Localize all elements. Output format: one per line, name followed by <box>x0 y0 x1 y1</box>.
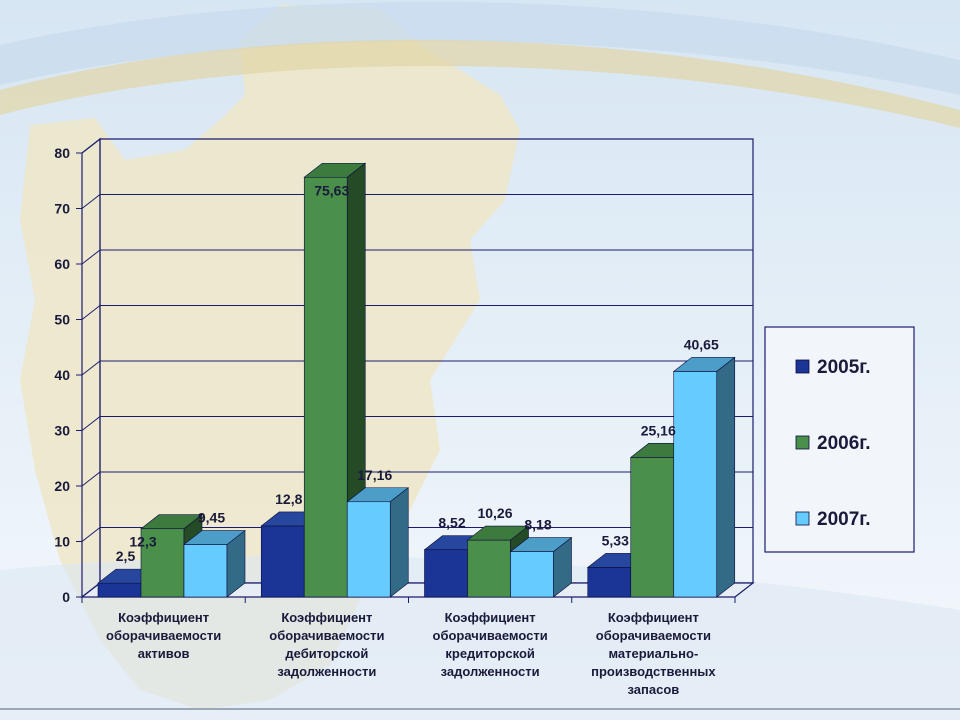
category-label-line: производственных <box>591 664 716 679</box>
category-label-line: задолженности <box>441 664 540 679</box>
category-label: Коэффициент оборачиваемости активов <box>106 610 221 661</box>
bars <box>97 162 736 598</box>
gridline-depth <box>81 138 101 154</box>
bar-front <box>673 371 718 598</box>
y-tick-label: 0 <box>62 589 70 605</box>
category-label-line: Коэффициент <box>608 610 699 625</box>
bar-front <box>303 176 348 598</box>
bar-front <box>183 544 228 598</box>
data-label: 2,5 <box>116 548 136 564</box>
category-label-line: материально- <box>608 646 698 661</box>
bar-front <box>467 539 511 598</box>
legend: 2005г. 2006г. 2007г. <box>764 326 915 553</box>
category-label-line: Коэффициент <box>445 610 536 625</box>
y-tick-label: 60 <box>54 256 70 272</box>
legend-label: 2006г. <box>817 433 871 454</box>
legend-label: 2007г. <box>817 509 871 530</box>
data-label: 10,26 <box>477 505 512 521</box>
bar-side <box>226 529 246 598</box>
bar-front <box>587 567 632 598</box>
y-tick-label: 30 <box>54 423 70 439</box>
y-tick-label: 70 <box>54 201 70 217</box>
data-label: 40,65 <box>684 336 719 352</box>
category-label: Коэффициент оборачиваемости кредиторской за… <box>433 610 548 679</box>
bar-side <box>389 487 409 598</box>
category-label-line: дебиторской <box>285 646 368 661</box>
y-tick-label: 10 <box>54 534 70 550</box>
bar <box>183 529 246 598</box>
bar-front <box>260 525 305 598</box>
category-label-line: оборачиваемости <box>106 628 221 643</box>
category-label: Коэффициент оборачиваемости дебиторской зад… <box>269 610 384 679</box>
category-label-line: активов <box>138 646 190 661</box>
bar-side <box>716 356 736 598</box>
bar <box>509 536 573 598</box>
bar-front <box>510 551 554 598</box>
category-label-line: задолженности <box>277 664 376 679</box>
y-tick-label: 20 <box>54 478 70 494</box>
bar <box>303 162 367 598</box>
legend-label: 2005г. <box>817 357 871 378</box>
data-label: 9,45 <box>198 510 225 526</box>
category-label: Коэффициент оборачиваемости материально-пр… <box>591 610 716 697</box>
gridline-depth <box>81 360 101 376</box>
gridline-depth <box>81 416 101 431</box>
y-tick-label: 40 <box>54 367 70 383</box>
gridline-depth <box>81 582 101 598</box>
y-tick-label: 50 <box>54 312 70 328</box>
x-axis-categories: Коэффициент оборачиваемости активовКоэффиц… <box>81 597 736 697</box>
bar-front <box>424 549 468 598</box>
bar-front <box>140 528 185 598</box>
gridline-depth <box>81 471 101 487</box>
category-label-line: оборачиваемости <box>596 628 711 643</box>
data-label: 17,16 <box>357 467 392 483</box>
data-label: 8,52 <box>438 515 465 531</box>
data-labels: 2,5 12,8 8,52 5,33 12,3 75,63 10,26 25,16 9,45 17… <box>116 182 719 564</box>
category-label-line: оборачиваемости <box>269 628 384 643</box>
legend-swatch <box>795 359 810 374</box>
category-label-line: оборачиваемости <box>433 628 548 643</box>
bar <box>346 487 410 598</box>
gridline-depth <box>81 527 101 542</box>
category-label-line: Коэффициент <box>281 610 372 625</box>
bar-front <box>97 582 142 598</box>
y-axis-ticks: 0 10 20 30 40 50 60 70 80 <box>54 145 70 605</box>
legend-swatch <box>795 511 810 526</box>
category-label-line: кредиторской <box>445 646 535 661</box>
y-tick-label: 80 <box>54 145 70 161</box>
data-label: 5,33 <box>602 532 629 548</box>
bar-side <box>553 536 572 598</box>
category-label-line: запасов <box>627 682 679 697</box>
data-label: 25,16 <box>641 422 676 438</box>
data-label: 8,18 <box>524 517 551 533</box>
bar <box>672 356 736 598</box>
gridline-depth <box>81 194 101 209</box>
gridline-depth <box>81 305 101 320</box>
bar-front <box>630 457 675 598</box>
data-label: 75,63 <box>314 182 349 198</box>
data-label: 12,8 <box>275 491 302 507</box>
category-label-line: Коэффициент <box>118 610 209 625</box>
gridline-depth <box>81 249 101 265</box>
legend-swatch <box>795 435 810 450</box>
data-label: 12,3 <box>129 534 156 550</box>
legend-box <box>764 326 915 553</box>
bar-front <box>346 501 391 598</box>
